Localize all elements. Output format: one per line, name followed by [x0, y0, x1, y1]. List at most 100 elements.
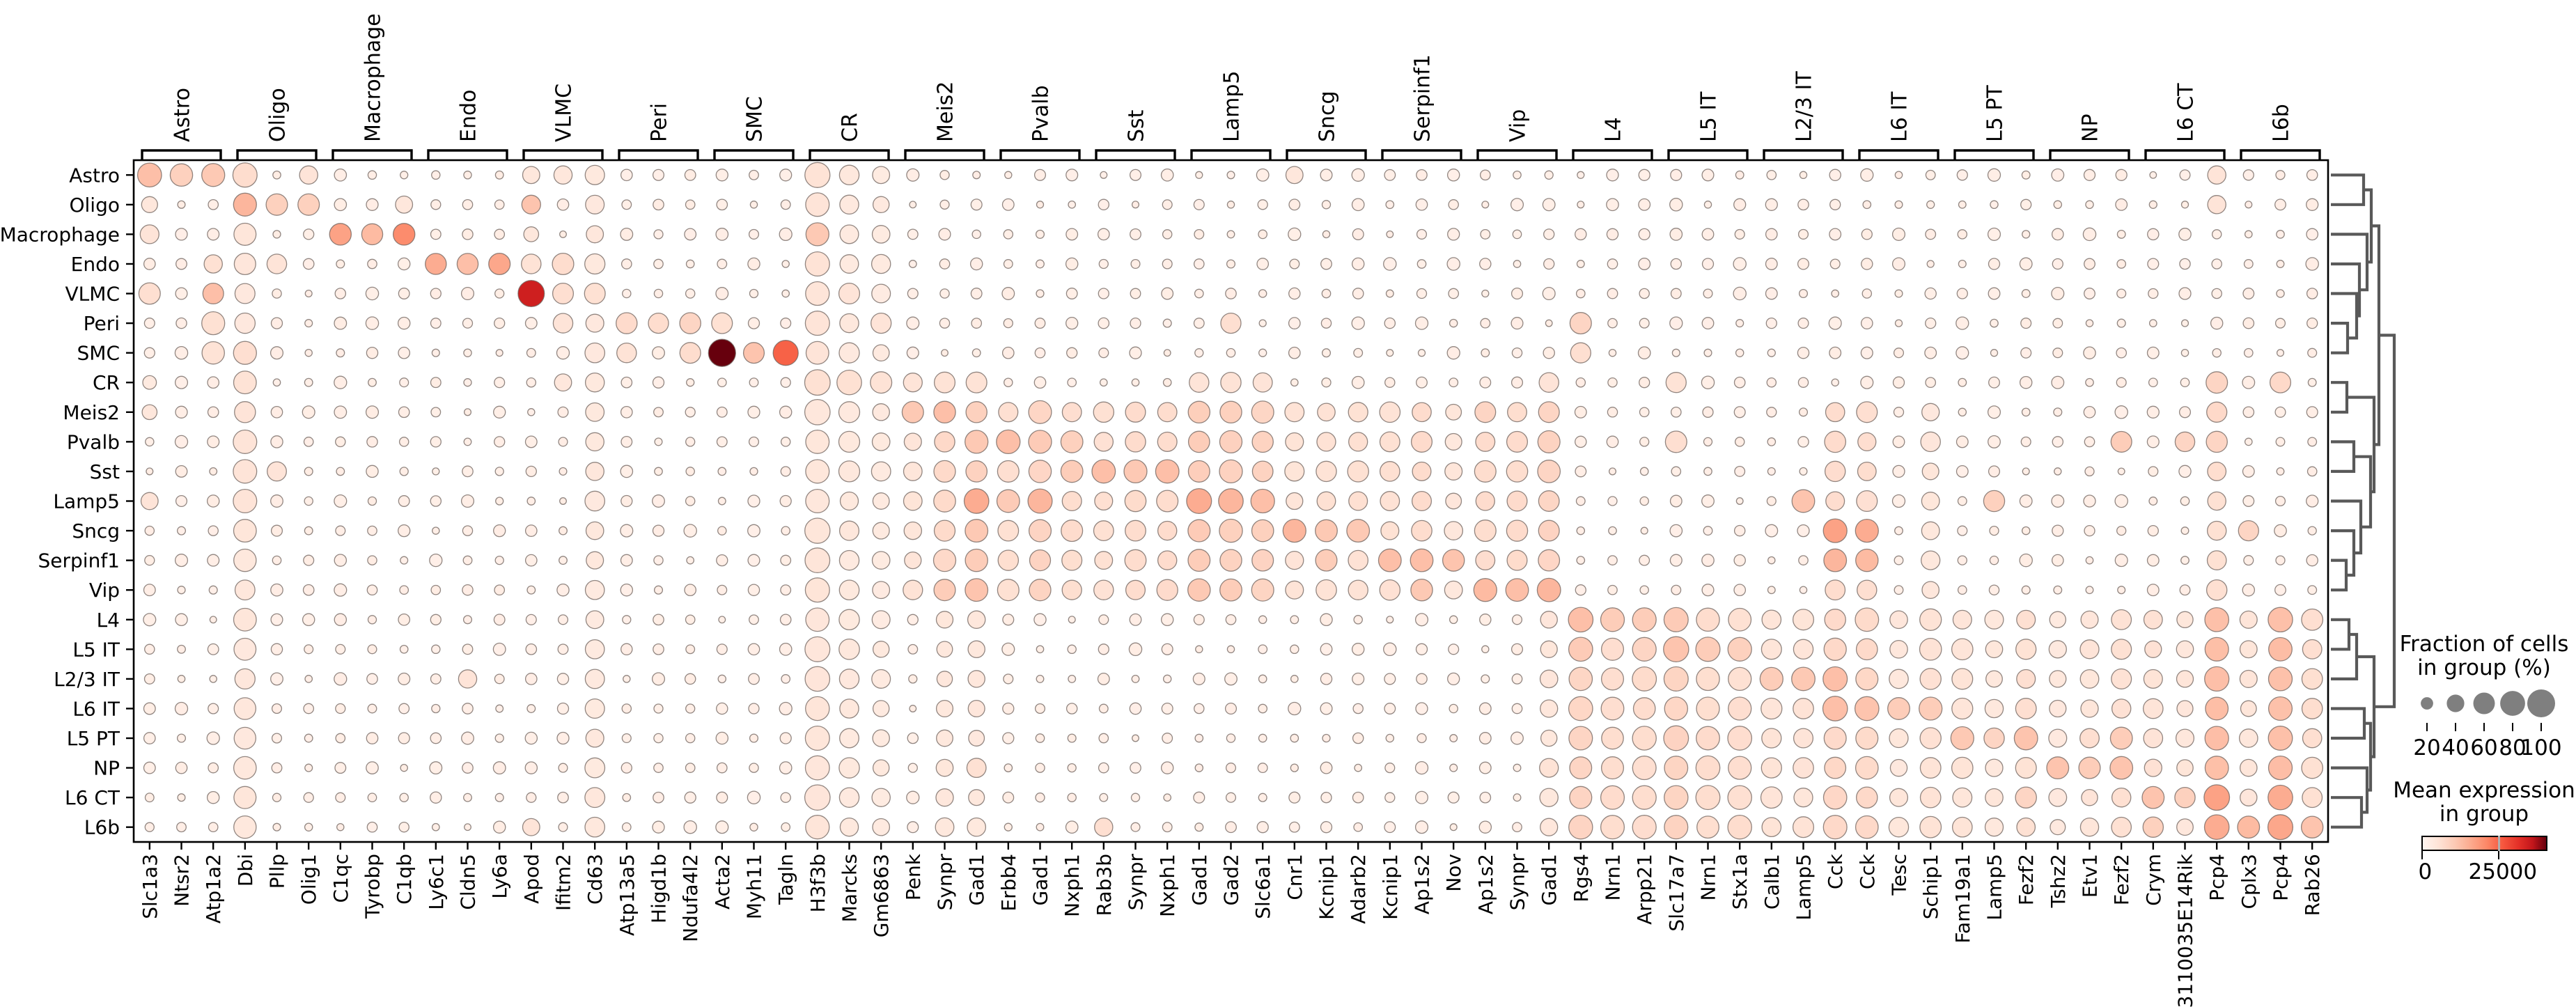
expression-dot	[494, 228, 506, 240]
expression-dot	[871, 551, 891, 570]
expression-dot	[1824, 609, 1846, 631]
expression-dot	[1957, 496, 1967, 506]
expression-dot	[2179, 258, 2191, 270]
expression-dot	[299, 165, 318, 185]
expression-dot	[1958, 200, 1967, 209]
expression-dot	[1068, 674, 1077, 683]
expression-dot	[143, 732, 156, 744]
expression-dot	[430, 791, 442, 804]
expression-dot	[1226, 259, 1236, 269]
expression-dot	[1703, 201, 1712, 209]
expression-dot	[1093, 401, 1115, 423]
dendrogram-link	[2331, 233, 2369, 292]
expression-dot	[559, 467, 568, 476]
expression-dot	[1639, 318, 1650, 329]
expression-dot	[2015, 698, 2037, 719]
expression-dot	[175, 287, 188, 300]
expression-dot	[494, 199, 505, 210]
expression-dot	[653, 585, 664, 595]
expression-dot	[1352, 732, 1364, 744]
expression-dot	[1824, 460, 1846, 483]
expression-dot	[2142, 698, 2164, 719]
expression-dot	[367, 793, 377, 803]
expression-dot	[1824, 756, 1847, 779]
expression-dot	[872, 700, 890, 717]
expression-dot	[366, 346, 379, 359]
expression-dot	[933, 371, 956, 393]
expression-dot	[654, 467, 663, 476]
expression-dot	[1320, 673, 1333, 685]
expression-dot	[1696, 815, 1719, 839]
expression-dot	[1919, 815, 1942, 838]
expression-dot	[1285, 166, 1304, 185]
expression-dot	[1442, 549, 1465, 572]
expression-dot	[463, 171, 472, 180]
expression-dot	[1568, 637, 1593, 662]
gene-label: Pcp4	[2206, 854, 2228, 901]
expression-dot	[1569, 312, 1592, 335]
expression-dot	[1919, 696, 1943, 721]
expression-dot	[233, 341, 257, 365]
expression-dot	[335, 643, 346, 655]
gene-label: Kcnip1	[1379, 854, 1402, 920]
expression-dot	[1251, 400, 1274, 424]
expression-dot	[2084, 258, 2095, 270]
expression-dot	[872, 818, 891, 836]
expression-dot	[398, 703, 410, 715]
expression-dot	[270, 524, 283, 537]
expression-dot	[1219, 459, 1243, 484]
expression-dot	[1226, 645, 1235, 654]
group-label: Lamp5	[1220, 71, 1244, 142]
expression-dot	[2176, 700, 2194, 717]
expression-dot	[1417, 349, 1426, 357]
expression-dot	[1321, 200, 1332, 210]
expression-dot	[1449, 318, 1458, 328]
expression-dot	[1824, 430, 1847, 453]
expression-dot	[2019, 257, 2033, 271]
expression-dot	[521, 194, 541, 214]
expression-dot	[1094, 817, 1114, 837]
expression-dot	[175, 494, 188, 508]
row-label: L5 PT	[67, 727, 120, 750]
expression-dot	[207, 554, 220, 567]
expression-dot	[871, 225, 891, 244]
row-label: Sncg	[72, 520, 120, 542]
expression-dot	[143, 761, 156, 774]
group-label: Sst	[1125, 109, 1149, 142]
expression-dot	[462, 762, 474, 774]
expression-dot	[1258, 733, 1267, 743]
group-label: Macrophage	[361, 13, 386, 142]
expression-dot	[398, 288, 410, 299]
expression-dot	[1067, 793, 1077, 802]
expression-dot	[1545, 319, 1553, 327]
expression-dot	[933, 460, 956, 483]
expression-dot	[1632, 815, 1657, 840]
expression-dot	[302, 258, 315, 270]
expression-dot	[526, 377, 537, 388]
expression-dot	[1416, 733, 1427, 744]
expression-dot	[1479, 258, 1492, 270]
expression-dot	[779, 227, 793, 242]
expression-dot	[1352, 288, 1364, 299]
expression-dot	[1921, 492, 1940, 510]
expression-dot	[2084, 436, 2095, 448]
expression-dot	[2051, 554, 2064, 567]
expression-dot	[2084, 288, 2095, 299]
expression-dot	[2244, 437, 2253, 446]
expression-dot	[1449, 703, 1458, 714]
expression-dot	[1733, 257, 1747, 271]
expression-dot	[2141, 786, 2165, 809]
dendrogram-link	[2331, 559, 2348, 592]
expression-dot	[1734, 465, 1746, 477]
expression-dot	[2268, 637, 2293, 662]
expression-dot	[965, 371, 988, 393]
expression-dot	[398, 346, 411, 359]
expression-dot	[1956, 465, 1969, 478]
expression-dot	[1386, 616, 1394, 624]
expression-dot	[399, 467, 409, 476]
expression-dot	[1727, 637, 1752, 662]
expression-dot	[2240, 788, 2258, 806]
expression-dot	[1125, 431, 1146, 453]
gene-label: Nxph1	[1061, 854, 1084, 917]
expression-dot	[524, 731, 538, 745]
